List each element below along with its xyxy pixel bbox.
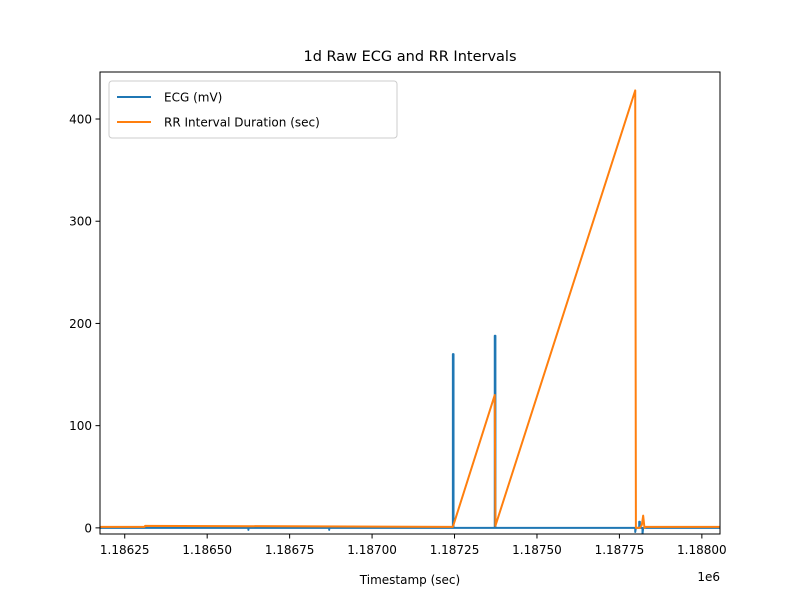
x-axis-offset: 1e6 <box>697 570 720 584</box>
x-tick-label: 1.18750 <box>512 543 562 557</box>
plot-frame <box>99 71 721 535</box>
legend-label-0: ECG (mV) <box>164 91 222 105</box>
plot-area <box>99 71 721 535</box>
y-tick-label: 300 <box>69 215 92 229</box>
series-line-1 <box>100 89 720 529</box>
x-tick-label: 1.18675 <box>265 543 315 557</box>
x-axis-label: Timestamp (sec) <box>359 573 460 587</box>
y-tick-label: 200 <box>69 317 92 331</box>
x-tick-label: 1.18650 <box>182 543 232 557</box>
x-tick-label: 1.18775 <box>595 543 645 557</box>
x-tick-label: 1.18725 <box>430 543 480 557</box>
x-tick-label: 1.18700 <box>347 543 397 557</box>
x-axis: 1.18625 1.18650 1.18675 1.18700 1.18725 1.187… <box>100 534 727 557</box>
legend-label-1: RR Interval Duration (sec) <box>164 116 320 130</box>
chart-title: 1d Raw ECG and RR Intervals <box>303 49 516 65</box>
legend-box <box>108 80 398 139</box>
x-tick-label: 1.18625 <box>100 543 150 557</box>
y-tick-label: 400 <box>69 113 92 127</box>
x-tick-label: 1.18800 <box>677 543 727 557</box>
series-line-0 <box>100 334 720 534</box>
y-axis: 0 100 200 300 400 <box>69 113 100 535</box>
y-tick-label: 0 <box>84 521 92 535</box>
legend: ECG (mV) RR Interval Duration (sec) <box>108 80 398 139</box>
y-tick-label: 100 <box>69 419 92 433</box>
